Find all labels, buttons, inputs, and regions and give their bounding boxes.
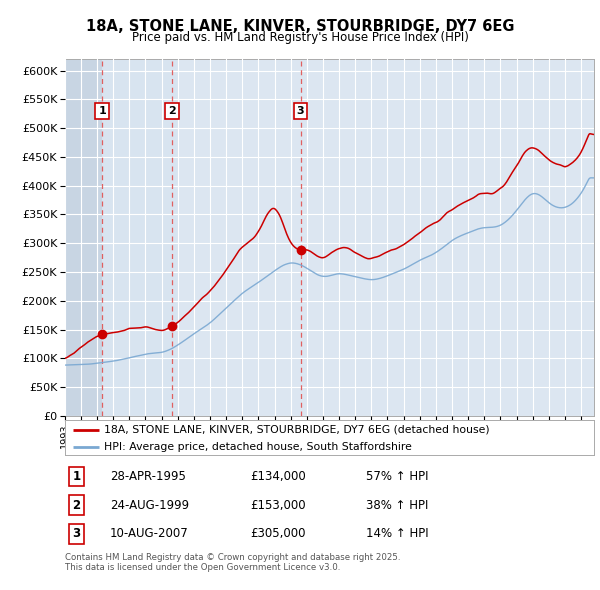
Text: Contains HM Land Registry data © Crown copyright and database right 2025.
This d: Contains HM Land Registry data © Crown c… — [65, 553, 400, 572]
Text: 1: 1 — [98, 106, 106, 116]
Text: £134,000: £134,000 — [250, 470, 306, 483]
Text: 18A, STONE LANE, KINVER, STOURBRIDGE, DY7 6EG: 18A, STONE LANE, KINVER, STOURBRIDGE, DY… — [86, 19, 514, 34]
Text: 1: 1 — [73, 470, 80, 483]
Polygon shape — [65, 59, 102, 416]
Text: 57% ↑ HPI: 57% ↑ HPI — [367, 470, 429, 483]
Text: 18A, STONE LANE, KINVER, STOURBRIDGE, DY7 6EG (detached house): 18A, STONE LANE, KINVER, STOURBRIDGE, DY… — [104, 425, 490, 435]
Text: 3: 3 — [297, 106, 304, 116]
Text: 28-APR-1995: 28-APR-1995 — [110, 470, 185, 483]
Text: 3: 3 — [73, 527, 80, 540]
Text: £305,000: £305,000 — [250, 527, 305, 540]
Text: 38% ↑ HPI: 38% ↑ HPI — [367, 499, 429, 512]
Bar — [102, 59, 178, 416]
Text: HPI: Average price, detached house, South Staffordshire: HPI: Average price, detached house, Sout… — [104, 442, 412, 451]
Text: Price paid vs. HM Land Registry's House Price Index (HPI): Price paid vs. HM Land Registry's House … — [131, 31, 469, 44]
Text: 10-AUG-2007: 10-AUG-2007 — [110, 527, 188, 540]
Text: £153,000: £153,000 — [250, 499, 305, 512]
Text: 2: 2 — [168, 106, 176, 116]
Text: 24-AUG-1999: 24-AUG-1999 — [110, 499, 189, 512]
Text: 14% ↑ HPI: 14% ↑ HPI — [367, 527, 429, 540]
Text: 2: 2 — [73, 499, 80, 512]
